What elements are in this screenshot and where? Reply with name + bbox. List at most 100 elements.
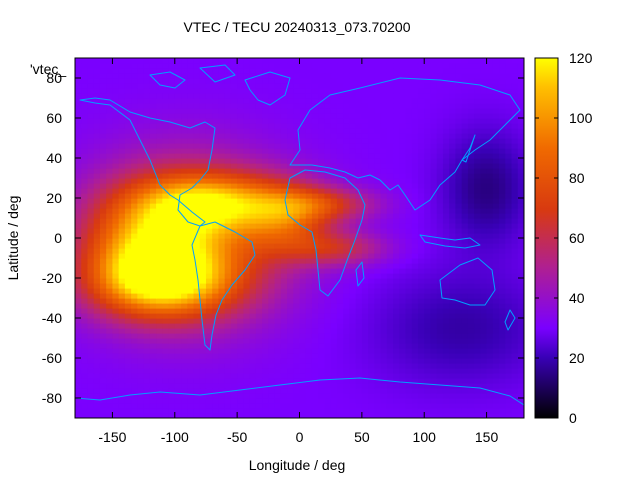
heatmap-cell	[480, 253, 488, 259]
heatmap-cell	[99, 368, 107, 374]
heatmap-cell	[293, 138, 301, 144]
heatmap-cell	[474, 238, 481, 244]
heatmap-cell	[517, 363, 524, 369]
heatmap-cell	[517, 268, 524, 274]
heatmap-cell	[87, 408, 95, 414]
heatmap-cell	[480, 233, 488, 239]
heatmap-cell	[374, 108, 382, 114]
heatmap-cell	[424, 348, 432, 354]
heatmap-cell	[467, 188, 475, 194]
heatmap-cell	[174, 228, 182, 234]
heatmap-cell	[430, 198, 438, 204]
heatmap-cell	[274, 378, 282, 384]
heatmap-cell	[399, 128, 407, 134]
heatmap-cell	[499, 253, 506, 259]
heatmap-cell	[474, 308, 481, 314]
heatmap-cell	[299, 208, 307, 214]
heatmap-cell	[131, 323, 138, 329]
heatmap-cell	[156, 118, 163, 124]
heatmap-cell	[255, 173, 263, 179]
heatmap-cell	[449, 348, 457, 354]
heatmap-cell	[87, 193, 95, 199]
heatmap-cell	[106, 403, 114, 409]
heatmap-cell	[467, 313, 475, 319]
heatmap-cell	[336, 108, 344, 114]
heatmap-cell	[417, 133, 425, 139]
heatmap-cell	[93, 188, 101, 194]
heatmap-cell	[393, 253, 400, 259]
heatmap-cell	[330, 203, 338, 209]
heatmap-cell	[355, 158, 363, 164]
heatmap-cell	[361, 408, 369, 414]
heatmap-cell	[99, 193, 107, 199]
heatmap-cell	[249, 108, 257, 114]
heatmap-cell	[99, 178, 107, 184]
heatmap-cell	[249, 183, 257, 189]
heatmap-cell	[93, 258, 101, 264]
heatmap-cell	[380, 213, 388, 219]
heatmap-cell	[268, 73, 276, 79]
heatmap-cell	[237, 298, 244, 304]
heatmap-cell	[499, 133, 506, 139]
heatmap-cell	[168, 368, 176, 374]
heatmap-cell	[280, 98, 288, 104]
heatmap-cell	[143, 173, 151, 179]
heatmap-cell	[517, 353, 524, 359]
heatmap-cell	[436, 228, 444, 234]
heatmap-cell	[224, 268, 232, 274]
heatmap-cell	[411, 218, 419, 224]
heatmap-cell	[517, 403, 524, 409]
heatmap-cell	[324, 133, 332, 139]
heatmap-cell	[124, 133, 132, 139]
heatmap-cell	[405, 133, 413, 139]
heatmap-cell	[311, 388, 319, 394]
heatmap-cell	[212, 323, 220, 329]
heatmap-cell	[305, 393, 313, 399]
heatmap-cell	[137, 83, 145, 89]
heatmap-cell	[324, 218, 332, 224]
heatmap-cell	[442, 88, 450, 94]
heatmap-cell	[474, 328, 481, 334]
heatmap-cell	[268, 283, 276, 289]
heatmap-cell	[81, 153, 89, 159]
heatmap-cell	[386, 173, 394, 179]
heatmap-cell	[311, 193, 319, 199]
heatmap-cell	[349, 413, 357, 418]
heatmap-cell	[249, 93, 257, 99]
heatmap-cell	[93, 78, 101, 84]
heatmap-cell	[218, 313, 226, 319]
heatmap-cell	[374, 128, 382, 134]
heatmap-cell	[118, 278, 126, 284]
heatmap-cell	[436, 203, 444, 209]
heatmap-cell	[262, 98, 269, 104]
heatmap-cell	[199, 303, 207, 309]
heatmap-cell	[343, 153, 350, 159]
heatmap-cell	[336, 203, 344, 209]
heatmap-cell	[374, 263, 382, 269]
heatmap-cell	[355, 203, 363, 209]
heatmap-cell	[405, 373, 413, 379]
heatmap-cell	[424, 343, 432, 349]
heatmap-cell	[386, 363, 394, 369]
heatmap-cell	[349, 148, 357, 154]
heatmap-cell	[380, 78, 388, 84]
heatmap-cell	[93, 178, 101, 184]
heatmap-cell	[93, 213, 101, 219]
heatmap-cell	[193, 73, 201, 79]
heatmap-cell	[137, 338, 145, 344]
heatmap-cell	[143, 238, 151, 244]
heatmap-cell	[237, 163, 244, 169]
heatmap-cell	[492, 288, 500, 294]
heatmap-cell	[243, 103, 251, 109]
heatmap-cell	[486, 253, 494, 259]
heatmap-cell	[181, 163, 188, 169]
heatmap-cell	[112, 293, 120, 299]
heatmap-cell	[299, 103, 307, 109]
heatmap-cell	[168, 343, 176, 349]
heatmap-cell	[268, 113, 276, 119]
heatmap-cell	[424, 413, 432, 418]
heatmap-cell	[193, 313, 201, 319]
heatmap-cell	[318, 173, 326, 179]
heatmap-cell	[162, 108, 170, 114]
heatmap-cell	[243, 408, 251, 414]
